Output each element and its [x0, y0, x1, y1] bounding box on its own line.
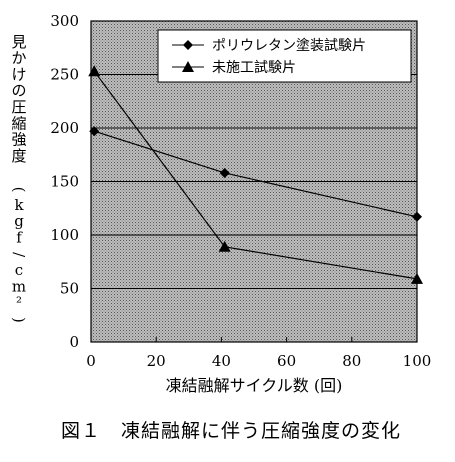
y-axis-title-char-14: c	[15, 261, 23, 279]
data-point-series-1-1	[219, 167, 230, 178]
y-axis-title-char-15: m	[12, 277, 26, 295]
y-tick-label-250: 250	[50, 66, 79, 84]
x-tick-label-100: 100	[403, 352, 432, 370]
y-axis-title-char-4: 圧	[11, 98, 26, 116]
y-axis-title-char-6: 強	[11, 131, 26, 149]
y-axis-title-char-10: k	[14, 196, 24, 214]
y-axis-title-char-3: の	[11, 82, 26, 100]
y-tick-label-50: 50	[60, 280, 79, 298]
x-axis-ticks: 0 20 40 60 80 100	[86, 337, 431, 370]
y-axis-title-char-17: )	[10, 317, 28, 323]
x-tick-label-20: 20	[147, 352, 166, 370]
y-axis-title-char-11: g	[14, 212, 24, 230]
x-axis-title: 凍結融解サイクル数 (回)	[166, 376, 343, 395]
y-tick-label-0: 0	[69, 333, 79, 351]
y-axis-title-char-2: け	[11, 65, 26, 83]
y-axis-title-char-16: ²	[16, 294, 22, 312]
data-point-series-1-0	[89, 126, 100, 137]
y-tick-label-150: 150	[50, 173, 79, 191]
plot-frame	[90, 20, 418, 343]
y-tick-label-100: 100	[50, 226, 79, 244]
grid-lines	[91, 74, 417, 289]
y-tick-label-300: 300	[50, 12, 79, 30]
y-axis-title-char-7: 度	[11, 147, 26, 165]
legend-label-series-1: ポリウレタン塗装試験片	[212, 37, 366, 54]
legend-marker-diamond	[183, 40, 193, 50]
y-axis-title-char-5: 縮	[11, 114, 26, 132]
y-axis-title-char-12: f	[16, 228, 23, 246]
data-point-series-2-1	[218, 240, 231, 252]
y-axis-title-char-9: (	[10, 187, 28, 193]
legend-label-series-2: 未施工試験片	[212, 60, 296, 76]
figure-caption: 図１ 凍結融解に伴う圧縮強度の変化	[61, 420, 401, 442]
x-tick-label-60: 60	[277, 352, 296, 370]
y-axis-title-char-1: か	[11, 49, 26, 67]
legend-box	[157, 29, 412, 83]
x-tick-label-40: 40	[212, 352, 231, 370]
x-tick-label-80: 80	[342, 352, 361, 370]
y-axis-title-char-13: /	[10, 252, 28, 258]
x-tick-label-0: 0	[86, 352, 96, 370]
y-axis-ticks: 0 50 100 150 200 250 300	[50, 12, 79, 351]
legend-marker-triangle	[182, 61, 194, 72]
y-axis-title-char-0: 見	[11, 33, 26, 51]
y-tick-label-200: 200	[50, 119, 79, 137]
legend: ポリウレタン塗装試験片 未施工試験片	[157, 29, 412, 83]
